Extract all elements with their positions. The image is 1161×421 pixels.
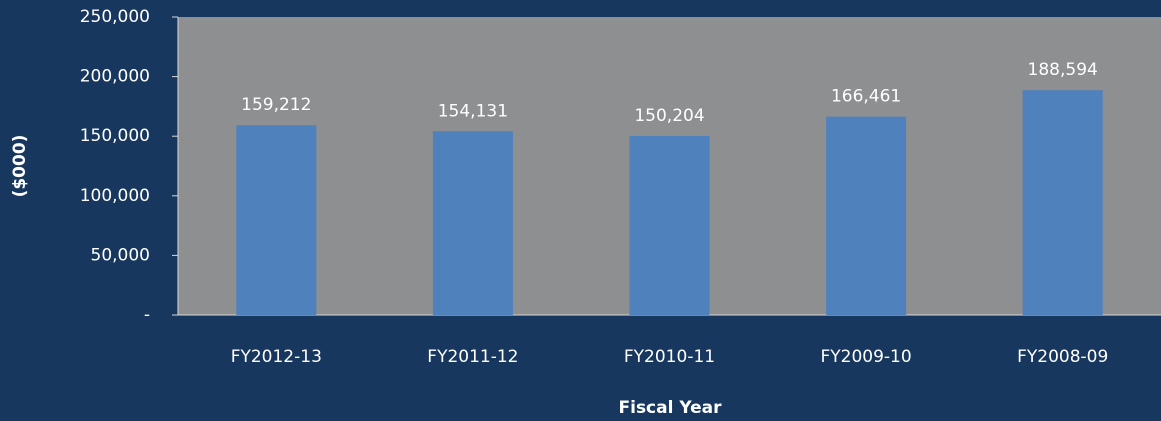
y-tick-label: 100,000 [80, 186, 150, 206]
bar [629, 135, 710, 315]
bar [1022, 90, 1103, 315]
x-tick-label: FY2011-12 [427, 347, 518, 367]
data-label: 188,594 [1028, 60, 1098, 80]
y-axis-title: ($000) [10, 135, 30, 198]
x-tick-label: FY2010-11 [624, 347, 715, 367]
x-tick-label: FY2012-13 [231, 347, 322, 367]
data-label: 150,204 [634, 106, 704, 126]
bar [236, 125, 317, 315]
y-tick-label: 250,000 [80, 7, 150, 27]
bar [432, 131, 513, 315]
x-tick-label: FY2008-09 [1017, 347, 1108, 367]
y-tick-label: 50,000 [91, 245, 150, 265]
x-tick-label: FY2009-10 [820, 347, 911, 367]
data-label: 166,461 [831, 87, 901, 107]
x-axis-title: Fiscal Year [619, 398, 723, 418]
y-tick-label: 150,000 [80, 126, 150, 146]
data-label: 159,212 [241, 95, 311, 115]
y-tick-label: 200,000 [80, 67, 150, 87]
bar [826, 116, 907, 315]
y-tick-label: - [144, 305, 150, 325]
data-label: 154,131 [438, 101, 508, 121]
